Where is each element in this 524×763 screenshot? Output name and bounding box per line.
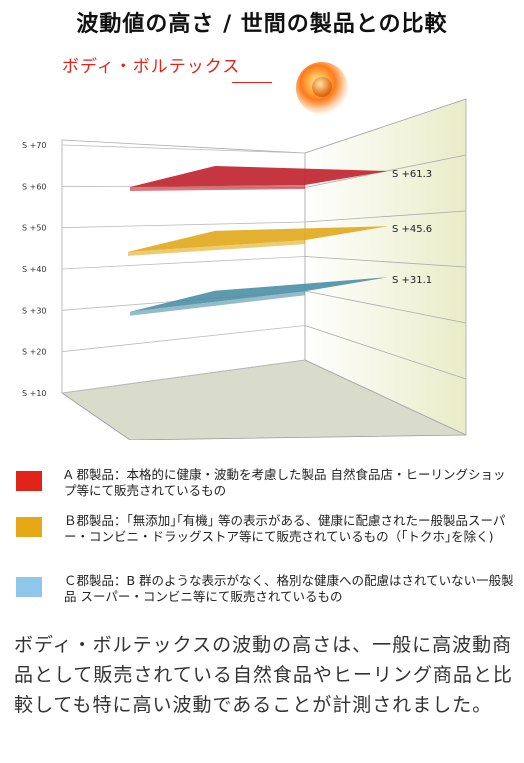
legend-text-a: A 郡製品：本格的に健康・波動を考慮した製品 自然食品店・ヒーリングショップ等に…	[64, 467, 506, 498]
gridline-right	[304, 256, 467, 268]
y-tick-label: S +10	[22, 389, 47, 398]
gridline-right	[304, 325, 467, 380]
y-tick-label: S +70	[22, 141, 47, 150]
chart-walls	[60, 98, 467, 440]
bar-3	[130, 277, 388, 316]
data-label: S +31.1	[392, 275, 432, 286]
chart-bars	[128, 165, 388, 316]
legend-text-c: Ｃ郡製品：B 群のような表示がなく、格別な健康への配慮はされていない一般製品 ス…	[64, 573, 514, 604]
gridline-back	[61, 359, 306, 394]
bar-top-face	[128, 226, 388, 252]
page-title: 波動値の高さ / 世間の製品との比較	[76, 12, 448, 37]
bar-front-edge	[130, 291, 305, 316]
bar-2	[128, 226, 388, 256]
bar-top-face	[130, 277, 388, 312]
orb-core-icon	[312, 77, 332, 97]
brand-underline	[232, 82, 272, 83]
gridline-back	[61, 144, 306, 154]
y-tick-label: S +30	[22, 306, 47, 315]
gridline-right	[304, 359, 467, 436]
gridline-right	[304, 210, 467, 223]
data-labels: S +61.3 S +45.6 S +31.1	[392, 169, 432, 286]
gridline-right	[304, 98, 467, 154]
y-tick-label: S +60	[22, 182, 47, 191]
gridline-back	[61, 325, 306, 353]
gridline-back	[61, 256, 306, 270]
data-label: S +61.3	[392, 169, 432, 180]
legend-swatch-b	[16, 517, 42, 537]
y-tick-label: S +40	[22, 265, 47, 274]
bar-front-edge	[128, 240, 305, 256]
bar-top-face	[130, 165, 388, 187]
data-label: S +45.6	[392, 224, 432, 235]
brand-name: ボディ・ボルテックス	[62, 57, 241, 77]
legend-swatch-c	[16, 577, 42, 597]
gridline-right	[304, 290, 467, 324]
legend-text-b: Ｂ郡製品：｢無添加｣｢有機｣ 等の表示がある、健康に配慮されたー般製品スーパー・…	[64, 513, 506, 544]
y-ticks: S +10 S +20 S +30 S +40 S +50 S +60 S +70	[22, 141, 47, 398]
gridline-back	[61, 221, 306, 229]
bar-1	[130, 165, 388, 191]
wave-chart: S +10 S +20 S +30 S +40 S +50 S +60 S +70 S +6…	[22, 98, 467, 440]
bar-front-edge	[130, 185, 305, 191]
description-text: ボディ・ボルテックスの波動の高さは、一般に高波動商品として販売されている自然食品…	[14, 634, 513, 716]
legend-swatch-a	[16, 471, 42, 491]
y-tick-label: S +20	[22, 348, 47, 357]
y-tick-label: S +50	[22, 224, 47, 233]
